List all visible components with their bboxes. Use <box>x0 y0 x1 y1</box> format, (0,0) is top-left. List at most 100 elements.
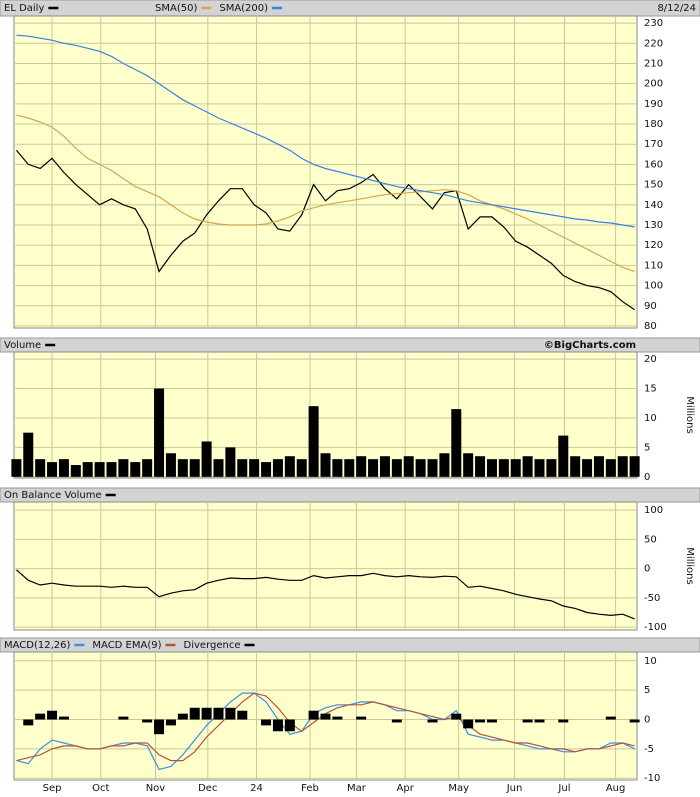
bar <box>582 459 593 477</box>
bar <box>486 459 497 477</box>
x-tick-label: Jul <box>557 783 570 794</box>
bar <box>308 406 319 477</box>
bar <box>629 719 640 723</box>
x-tick-label: Jun <box>506 783 523 794</box>
plot-area <box>13 501 638 631</box>
bar <box>403 456 414 477</box>
bar <box>558 435 569 477</box>
y-tick-label: 100 <box>644 281 663 292</box>
bar <box>23 432 34 477</box>
bar <box>296 459 307 477</box>
y-tick-label: 0 <box>644 472 650 483</box>
bar <box>189 707 200 720</box>
y-tick-label: 150 <box>644 180 663 191</box>
bar <box>58 716 69 720</box>
bar <box>486 719 497 723</box>
plot-area <box>13 15 638 329</box>
bar <box>391 719 402 723</box>
bar <box>605 459 616 477</box>
bar <box>142 459 153 477</box>
y-tick-label: -100 <box>644 622 667 633</box>
bar <box>570 456 581 477</box>
bar <box>70 465 81 477</box>
bar <box>272 719 283 732</box>
bar <box>47 710 58 720</box>
y-axis-label: Millions <box>684 547 695 584</box>
y-tick-label: -5 <box>644 744 654 755</box>
x-tick-label: Dec <box>198 783 217 794</box>
bar <box>165 719 176 726</box>
y-tick-label: 10 <box>644 656 657 667</box>
source-label: ©BigCharts.com <box>544 340 636 351</box>
y-tick-label: 10 <box>644 413 657 424</box>
x-tick-label: 24 <box>250 783 263 794</box>
x-tick-label: May <box>448 783 469 794</box>
date-label: 8/12/24 <box>657 3 696 14</box>
bar <box>11 459 22 477</box>
y-tick-label: 5 <box>644 685 650 696</box>
bar <box>546 459 557 477</box>
bar <box>261 462 272 477</box>
bar <box>451 713 462 720</box>
y-tick-label: 20 <box>644 354 657 365</box>
bar <box>534 719 545 723</box>
bar <box>498 459 509 477</box>
y-tick-label: 130 <box>644 220 663 231</box>
bar <box>451 409 462 477</box>
legend-label: Divergence <box>184 640 241 651</box>
legend-label: On Balance Volume <box>4 490 102 501</box>
bar <box>344 459 355 477</box>
bar <box>475 456 486 477</box>
bar <box>249 459 260 477</box>
bar <box>154 388 165 477</box>
bar <box>308 710 319 720</box>
bar <box>82 462 93 477</box>
bar <box>356 716 367 720</box>
bar <box>332 716 343 720</box>
bar <box>142 719 153 723</box>
bar <box>154 719 165 735</box>
legend-label: Volume <box>4 340 41 351</box>
bar <box>320 713 331 720</box>
bar <box>463 453 474 477</box>
y-tick-label: 90 <box>644 301 657 312</box>
bar <box>284 719 295 732</box>
x-tick-label: Feb <box>301 783 319 794</box>
bar <box>130 462 141 477</box>
bar <box>415 459 426 477</box>
bar <box>213 459 224 477</box>
bar <box>284 456 295 477</box>
y-tick-label: 0 <box>644 715 650 726</box>
bar <box>201 441 212 477</box>
y-tick-label: 0 <box>644 564 650 575</box>
y-tick-label: 160 <box>644 159 663 170</box>
y-tick-label: 5 <box>644 442 650 453</box>
panel-header <box>0 487 700 503</box>
x-tick-label: Nov <box>146 783 166 794</box>
bar <box>522 456 533 477</box>
x-tick-label: Apr <box>397 783 415 794</box>
bar <box>47 462 58 477</box>
bar <box>475 719 486 723</box>
y-tick-label: 210 <box>644 58 663 69</box>
y-tick-label: 140 <box>644 200 663 211</box>
bar <box>177 713 188 720</box>
bar <box>189 459 200 477</box>
bar <box>629 456 640 477</box>
bar <box>118 459 129 477</box>
bar <box>522 719 533 723</box>
y-tick-label: 100 <box>644 505 663 516</box>
x-tick-label: Sep <box>43 783 62 794</box>
bar <box>237 710 248 720</box>
legend-label: EL Daily <box>4 3 44 14</box>
series-line <box>16 34 635 228</box>
x-tick-label: Aug <box>606 783 626 794</box>
y-tick-label: 170 <box>644 139 663 150</box>
bar <box>534 459 545 477</box>
bar <box>510 459 521 477</box>
y-tick-label: 200 <box>644 79 663 90</box>
y-tick-label: 110 <box>644 260 663 271</box>
x-tick-label: Mar <box>347 783 367 794</box>
panel-header <box>0 0 700 17</box>
x-tick-label: Oct <box>92 783 109 794</box>
